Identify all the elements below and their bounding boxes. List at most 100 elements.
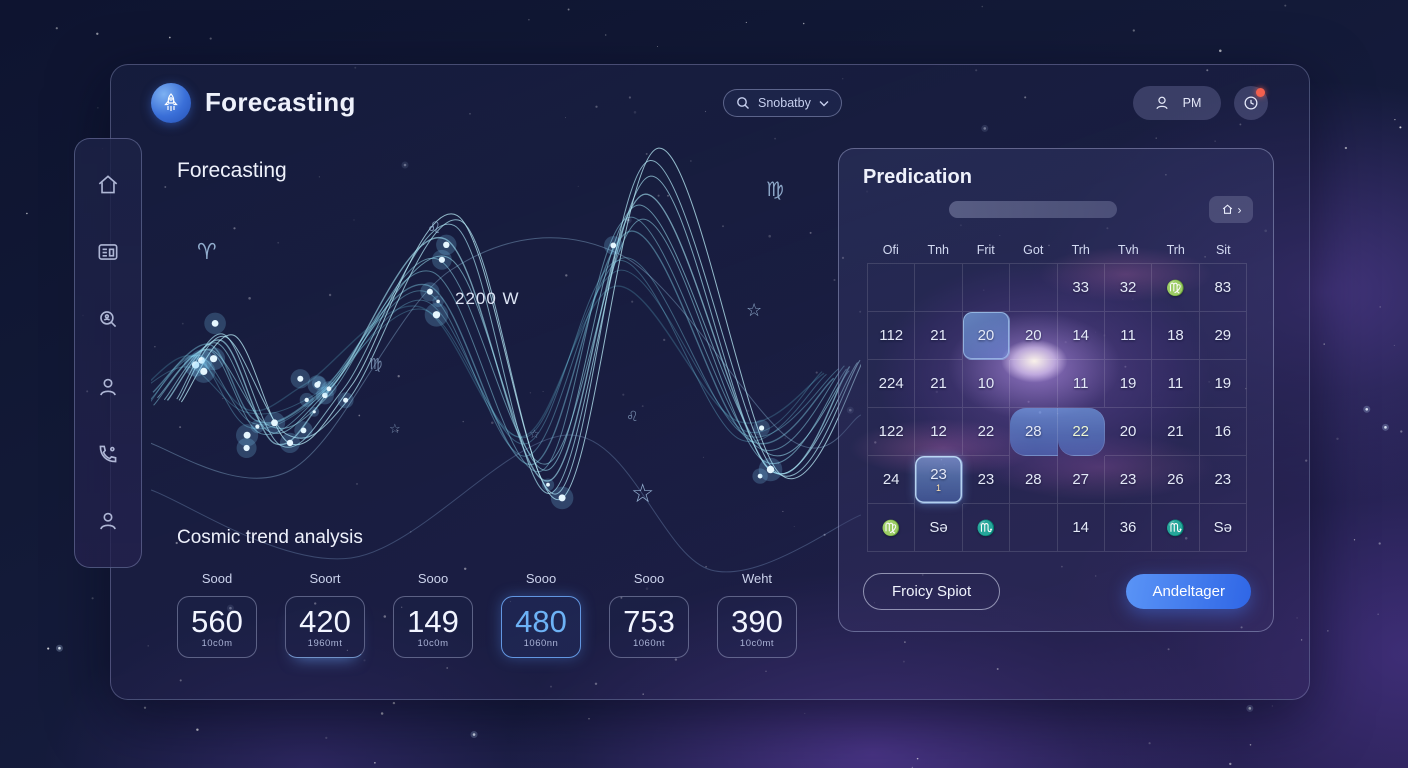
- calendar-cell[interactable]: 19: [1104, 360, 1153, 408]
- calendar-cell[interactable]: 122: [868, 408, 916, 456]
- calendar-cell[interactable]: 28: [1010, 456, 1058, 504]
- day-header: Trh: [1071, 243, 1090, 257]
- prediction-slider[interactable]: [949, 201, 1117, 218]
- calendar-cell[interactable]: 12: [915, 408, 963, 456]
- calendar-cell[interactable]: 22: [1057, 408, 1105, 456]
- calendar-cell: [868, 264, 916, 312]
- calendar-day-headers: Ofi Tnh Frit Got Trh Tvh Trh Sit: [867, 243, 1247, 257]
- app-logo: [151, 83, 191, 123]
- trend-card-value-box[interactable]: 480 1060nn: [501, 596, 581, 658]
- calendar-cell-value: ♍: [881, 519, 901, 537]
- calendar-cell[interactable]: 21: [1152, 408, 1200, 456]
- calendar-cell[interactable]: ♍: [1152, 264, 1200, 312]
- user-icon: [1156, 96, 1168, 110]
- trend-card-label: Sood: [201, 571, 233, 586]
- day-header: Trh: [1166, 243, 1185, 257]
- primary-action-button[interactable]: Andeltager: [1126, 574, 1251, 609]
- user-account-button[interactable]: PM: [1133, 86, 1221, 120]
- calendar-cell-value: 28: [1024, 471, 1042, 488]
- calendar-cell[interactable]: 11: [1152, 360, 1200, 408]
- sidebar-item-search[interactable]: [94, 305, 122, 333]
- clock-icon: [1244, 96, 1258, 110]
- calendar-cell[interactable]: 23: [962, 456, 1011, 504]
- calendar-cell-value: 112: [879, 327, 904, 344]
- calendar-cell[interactable]: 20: [962, 312, 1011, 360]
- calendar-cell[interactable]: 10: [962, 360, 1011, 408]
- calendar-cell[interactable]: 16: [1199, 408, 1247, 456]
- calendar-cell[interactable]: 32: [1104, 264, 1153, 312]
- day-header: Tvh: [1117, 243, 1139, 257]
- calendar-footer: Froicy Spiot Andeltager: [863, 573, 1251, 610]
- user-badge-label: PM: [1182, 96, 1202, 110]
- calendar-cell[interactable]: 36: [1104, 504, 1153, 552]
- calendar-cell[interactable]: Sə: [915, 504, 963, 552]
- calendar-cell[interactable]: 14: [1057, 504, 1105, 552]
- trend-card-value: 560: [191, 603, 243, 639]
- calendar-cell: [915, 264, 963, 312]
- calendar-cell[interactable]: 26: [1152, 456, 1200, 504]
- trend-card: Sooo 753 1060nt: [609, 571, 689, 658]
- prediction-panel: Predication › Ofi Tnh Frit Got Trh Tvh Trh Sit …: [838, 148, 1274, 632]
- calendar-cell[interactable]: 33: [1057, 264, 1105, 312]
- calendar-cell-value: ♍: [1166, 279, 1185, 297]
- sidebar-nav: [74, 138, 142, 568]
- calendar-cell[interactable]: 23 1: [915, 456, 963, 504]
- calendar-cell[interactable]: 19: [1199, 360, 1247, 408]
- calendar-cell[interactable]: 27: [1057, 456, 1105, 504]
- sidebar-item-home[interactable]: [94, 171, 122, 199]
- search-input[interactable]: Snobatby: [723, 89, 842, 117]
- calendar-cell[interactable]: 83: [1199, 264, 1247, 312]
- calendar-cell[interactable]: 18: [1152, 312, 1200, 360]
- trend-card-value-box[interactable]: 560 10c0m: [177, 596, 257, 658]
- calendar-cell-value: 10: [977, 375, 995, 392]
- calendar-cell[interactable]: 22: [962, 408, 1011, 456]
- calendar-cell[interactable]: 29: [1199, 312, 1247, 360]
- calendar-cell[interactable]: 11: [1057, 360, 1105, 408]
- zodiac-glyph: ☆: [631, 479, 654, 509]
- calendar-cell-value: 26: [1167, 471, 1184, 488]
- calendar-cell[interactable]: Sə: [1199, 504, 1247, 552]
- phone-icon: [99, 445, 117, 463]
- calendar-cell-value: 11: [1167, 375, 1184, 392]
- zodiac-glyph: ♍: [369, 355, 382, 373]
- trend-card-value-box[interactable]: 149 10c0m: [393, 596, 473, 658]
- trend-card-value-box[interactable]: 753 1060nt: [609, 596, 689, 658]
- calendar-cell[interactable]: 224: [868, 360, 916, 408]
- calendar-cell[interactable]: 20: [1104, 408, 1153, 456]
- sidebar-item-contacts[interactable]: [94, 507, 122, 535]
- calendar-cell[interactable]: 21: [915, 360, 963, 408]
- calendar-cell-value: 36: [1119, 519, 1137, 536]
- home-small-icon: [1222, 204, 1232, 214]
- trend-card-value-box[interactable]: 420 1960mt: [285, 596, 365, 658]
- home-icon: [98, 175, 118, 194]
- sidebar-item-profile[interactable]: [94, 373, 122, 401]
- calendar-cell[interactable]: 21: [915, 312, 963, 360]
- calendar-cell[interactable]: 20: [1010, 312, 1058, 360]
- calendar-cell[interactable]: ♏: [962, 504, 1011, 552]
- trend-card-value: 149: [407, 603, 459, 639]
- window-header: Forecasting Snobatby PM: [111, 65, 1309, 141]
- trend-card-value-box[interactable]: 390 10c0mt: [717, 596, 797, 658]
- calendar-cell[interactable]: 11: [1104, 312, 1153, 360]
- calendar-cell[interactable]: 28: [1010, 408, 1058, 456]
- calendar-cell[interactable]: 24: [868, 456, 916, 504]
- calendar-cell[interactable]: ♍: [868, 504, 916, 552]
- calendar-cell-value: 19: [1119, 375, 1137, 392]
- calendar-cell[interactable]: 112: [868, 312, 916, 360]
- calendar-cell[interactable]: 14: [1057, 312, 1105, 360]
- user-icon: [100, 512, 116, 530]
- calendar-cell[interactable]: 23: [1104, 456, 1153, 504]
- sidebar-item-calls[interactable]: [94, 440, 122, 468]
- secondary-action-button[interactable]: Froicy Spiot: [863, 573, 1001, 610]
- sidebar-item-news[interactable]: [94, 238, 122, 266]
- calendar-cell-value: 23: [930, 466, 947, 483]
- trend-card: Sood 560 10c0m: [177, 571, 257, 658]
- calendar-cell-value: 27: [1072, 471, 1090, 488]
- user-icon: [100, 378, 116, 396]
- notifications-button[interactable]: [1234, 86, 1268, 120]
- calendar-cell[interactable]: 23: [1199, 456, 1247, 504]
- notification-dot: [1256, 88, 1265, 97]
- calendar-cell[interactable]: ♏: [1152, 504, 1200, 552]
- trend-card-label: Sooo: [633, 571, 665, 586]
- expand-button[interactable]: ›: [1209, 196, 1253, 223]
